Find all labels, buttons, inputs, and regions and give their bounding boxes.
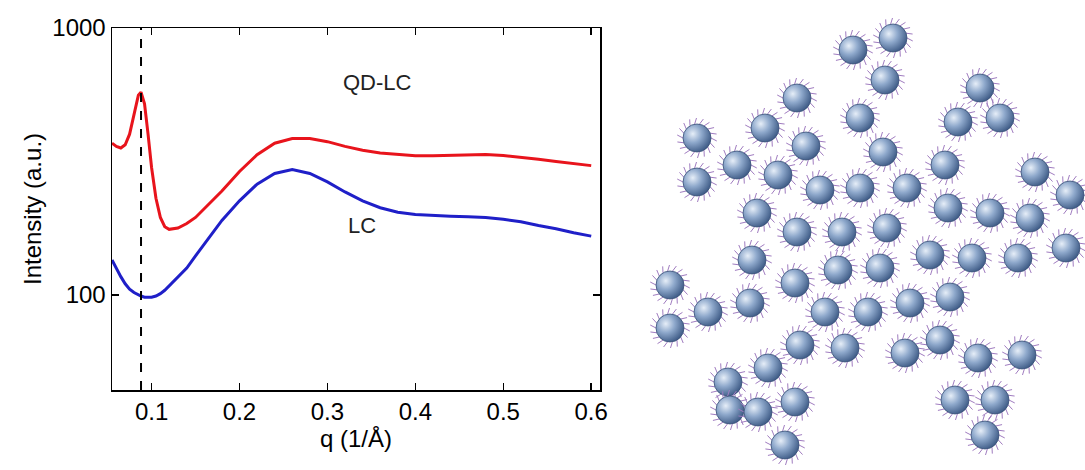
svg-text:0.6: 0.6 <box>575 398 608 425</box>
svg-text:0.4: 0.4 <box>399 398 432 425</box>
svg-text:0.3: 0.3 <box>311 398 344 425</box>
svg-text:Intensity (a.u.): Intensity (a.u.) <box>19 133 46 285</box>
svg-text:q (1/Å): q (1/Å) <box>320 425 392 452</box>
svg-text:LC: LC <box>348 213 376 238</box>
svg-text:0.1: 0.1 <box>135 398 168 425</box>
svg-text:1000: 1000 <box>52 14 105 41</box>
svg-text:QD-LC: QD-LC <box>343 70 412 95</box>
svg-text:100: 100 <box>66 281 106 308</box>
svg-text:0.5: 0.5 <box>487 398 520 425</box>
svg-text:0.2: 0.2 <box>223 398 256 425</box>
